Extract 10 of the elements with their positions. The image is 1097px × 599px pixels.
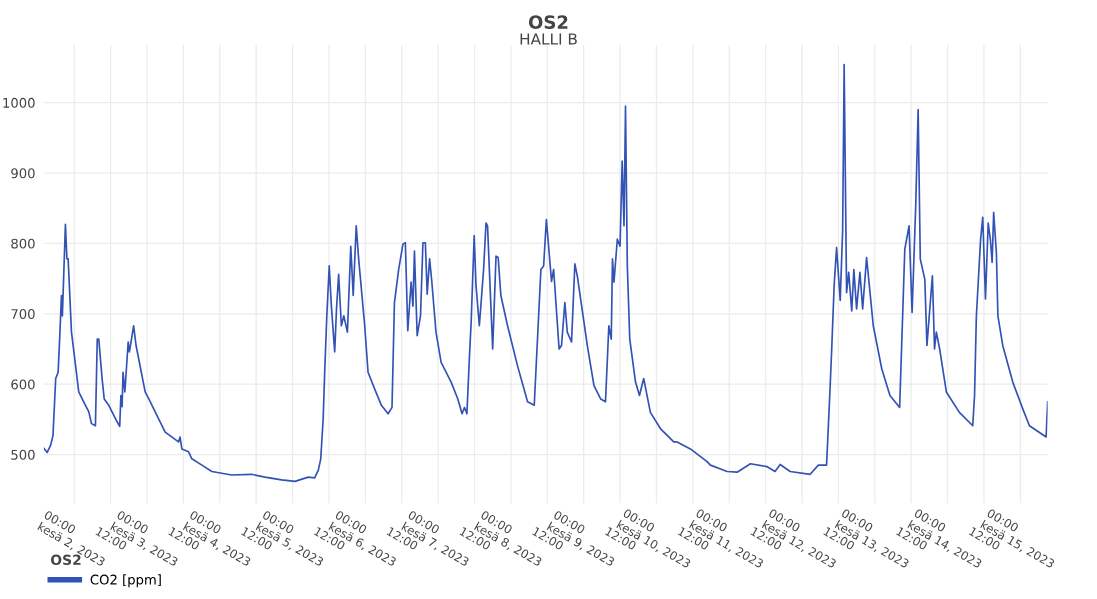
chart-subtitle: HALLI B (520, 33, 577, 45)
y-tick-label: 600 (11, 379, 35, 390)
chart-title: OS2 (528, 15, 568, 29)
legend-label: CO2 [ppm] (90, 574, 161, 588)
y-tick-label: 800 (11, 238, 35, 249)
y-tick-label: 900 (11, 168, 35, 179)
y-tick-label: 1000 (3, 97, 35, 108)
y-tick-label: 500 (11, 449, 35, 460)
y-tick-label: 700 (11, 309, 35, 320)
line-series (43, 63, 1048, 483)
